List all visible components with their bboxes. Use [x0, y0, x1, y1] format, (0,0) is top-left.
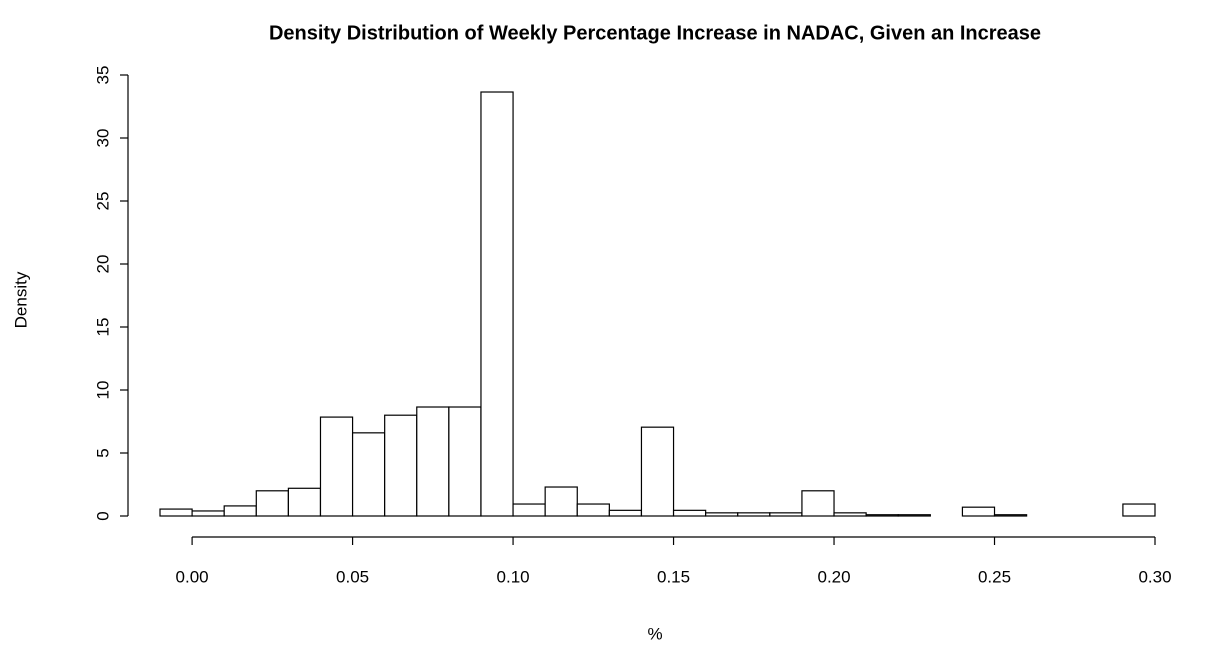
bar [576, 503, 610, 517]
chart-title: Density Distribution of Weekly Percentag… [269, 22, 1041, 44]
y-tick-label: 30 [93, 129, 112, 148]
bar [448, 406, 482, 517]
bar [223, 505, 257, 517]
bar [544, 486, 578, 517]
x-axis-label: % [647, 624, 662, 643]
bar [287, 487, 322, 517]
bar [737, 512, 771, 517]
y-tick-label: 0 [93, 511, 112, 520]
bar [705, 512, 739, 517]
bar [961, 506, 996, 517]
bar [833, 512, 867, 517]
bar [416, 406, 450, 517]
bar [769, 512, 803, 517]
x-tick-label: 0.15 [657, 567, 690, 586]
x-tick-label: 0.00 [176, 567, 209, 586]
bar [993, 514, 1028, 517]
y-tick-label: 20 [93, 255, 112, 274]
bar [384, 414, 418, 517]
bar [319, 416, 354, 517]
y-tick-label: 10 [93, 381, 112, 400]
bar [159, 508, 193, 517]
bar [640, 426, 675, 517]
y-axis-label: Density [11, 271, 30, 328]
bar [801, 490, 835, 517]
bar [480, 91, 514, 517]
x-tick-label: 0.20 [817, 567, 850, 586]
y-tick-label: 15 [93, 318, 112, 337]
x-tick-label: 0.05 [336, 567, 369, 586]
y-tick-label: 35 [93, 66, 112, 85]
bar [191, 510, 225, 517]
x-tick-label: 0.25 [978, 567, 1011, 586]
x-tick-label: 0.10 [497, 567, 530, 586]
bar [865, 514, 899, 517]
bar [351, 432, 386, 517]
bar [1122, 503, 1156, 517]
bar [672, 509, 707, 517]
bar [608, 509, 643, 517]
y-tick-label: 5 [93, 448, 112, 457]
x-tick-label: 0.30 [1138, 567, 1171, 586]
bar [512, 503, 546, 517]
bar [897, 514, 931, 517]
y-tick-label: 25 [93, 192, 112, 211]
bar [255, 490, 289, 517]
